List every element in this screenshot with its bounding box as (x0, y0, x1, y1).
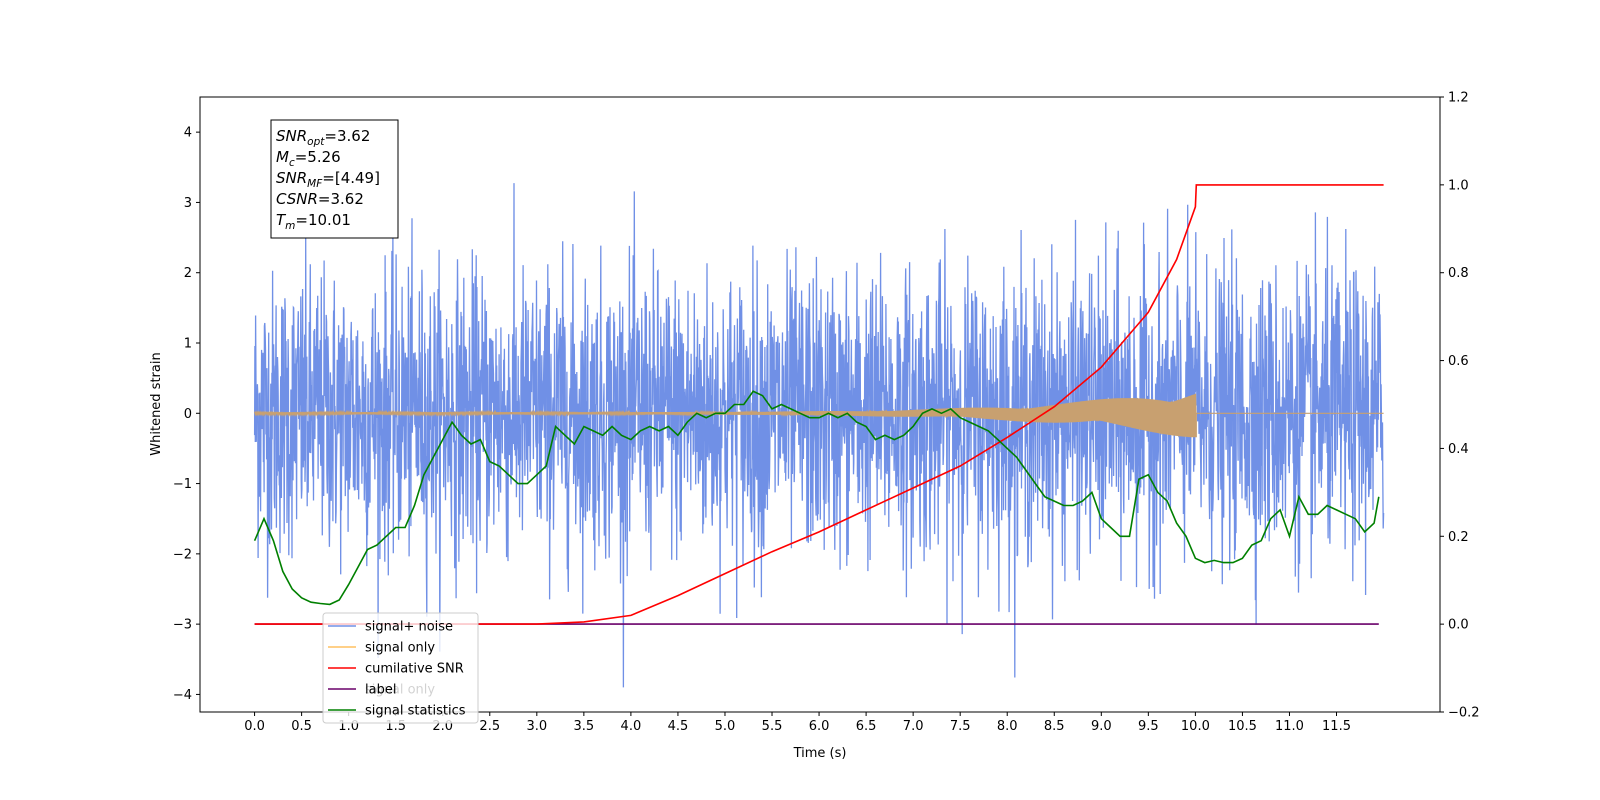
y-tick-label: 3 (184, 196, 192, 211)
x-tick-label: 5.0 (715, 719, 736, 734)
x-tick-label: 9.0 (1091, 719, 1112, 734)
stat-symbol: CSNR (276, 190, 318, 208)
ticks-layer: 0.0 0.5 1.0 1.5 2.0 2.5 3.0 3.5 4.0 4.5 5.0 5.5 6.0 6… (173, 91, 1480, 735)
x-tick-label: 6.0 (809, 719, 830, 734)
x-axis-label: Time (s) (793, 746, 847, 761)
y2-tick-label: 0.4 (1448, 442, 1469, 457)
y-tick-label: 2 (184, 266, 192, 281)
stat-line: Mc=5.26 (276, 148, 341, 169)
x-tick-label: 0.0 (244, 719, 265, 734)
stat-value: =3.62 (324, 127, 370, 145)
y2-tick-label: 0.2 (1448, 530, 1469, 545)
stat-value: =[4.49] (322, 169, 380, 187)
legend-ghost-entry: signal only (365, 683, 435, 698)
y-tick-label: −4 (173, 688, 192, 703)
stat-subscript: opt (307, 136, 325, 148)
y2-tick-label: 0.6 (1448, 354, 1469, 369)
y-tick-label: 0 (184, 407, 192, 422)
legend-entry: signal+ noise (365, 620, 453, 635)
x-tick-label: 6.5 (856, 719, 877, 734)
x-tick-label: 3.5 (574, 719, 595, 734)
stat-line: Tm=10.01 (276, 211, 351, 232)
x-tick-label: 9.5 (1138, 719, 1159, 734)
legend-entry: label (365, 683, 396, 698)
legend: signal+ noise signal only cumilative SNR la… (322, 612, 479, 724)
y-tick-label: −1 (173, 477, 192, 492)
x-tick-label: 11.5 (1322, 719, 1351, 734)
y-tick-label: 4 (184, 126, 192, 141)
legend-ghost-entry: signal statistics (365, 704, 466, 719)
axes-frame (199, 96, 1441, 713)
stat-line: SNRopt=3.62 (276, 127, 370, 148)
stat-line: SNRMF=[4.49] (276, 169, 380, 190)
legend-entry: cumilative SNR (365, 662, 464, 677)
stat-symbol: M (276, 148, 289, 166)
stat-value: =3.62 (318, 190, 364, 208)
legend-frame (322, 612, 479, 724)
y-tick-label: −3 (173, 618, 192, 633)
y2-tick-label: 0.8 (1448, 266, 1469, 281)
legend-entry: signal only (365, 641, 435, 656)
series-signal-plus-noise (253, 183, 1385, 688)
x-tick-label: 7.0 (903, 719, 924, 734)
stat-subscript: c (289, 157, 295, 169)
stat-subscript: MF (307, 178, 323, 190)
stat-symbol: SNR (276, 169, 307, 187)
stat-subscript: m (285, 220, 295, 232)
x-tick-label: 7.5 (950, 719, 971, 734)
x-tick-label: 11.0 (1275, 719, 1304, 734)
x-tick-label: 0.5 (291, 719, 312, 734)
x-tick-label: 8.0 (997, 719, 1018, 734)
stat-symbol: T (276, 211, 287, 229)
x-tick-label: 3.0 (526, 719, 547, 734)
stat-symbol: SNR (276, 127, 307, 145)
series-signal-statistics (253, 390, 1380, 606)
x-tick-label: 10.0 (1181, 719, 1210, 734)
y-axis-label: Whitened strain (149, 352, 164, 455)
legend-entry: signal statistics (365, 704, 466, 719)
x-tick-label: 4.5 (668, 719, 689, 734)
y2-tick-label: 1.0 (1448, 178, 1469, 193)
x-tick-label: 4.0 (621, 719, 642, 734)
y2-tick-label: 1.2 (1448, 91, 1469, 106)
x-tick-label: 5.5 (762, 719, 783, 734)
stats-box-frame (270, 119, 399, 239)
y-tick-label: −2 (173, 547, 192, 562)
series-cumulative-snr (254, 184, 1384, 625)
y2-tick-label: 0.0 (1448, 618, 1469, 633)
x-tick-label: 2.5 (479, 719, 500, 734)
x-tick-label: 10.5 (1228, 719, 1257, 734)
y-tick-label: 1 (184, 337, 192, 352)
stat-value: =5.26 (295, 148, 341, 166)
x-tick-label: 8.5 (1044, 719, 1065, 734)
y2-tick-label: −0.2 (1448, 706, 1480, 721)
stat-line: CSNR=3.62 (276, 190, 364, 208)
stat-value: =10.01 (295, 211, 351, 229)
stats-annotation-box: SNRopt=3.62Mc=5.26SNRMF=[4.49]CSNR=3.62T… (270, 119, 399, 239)
